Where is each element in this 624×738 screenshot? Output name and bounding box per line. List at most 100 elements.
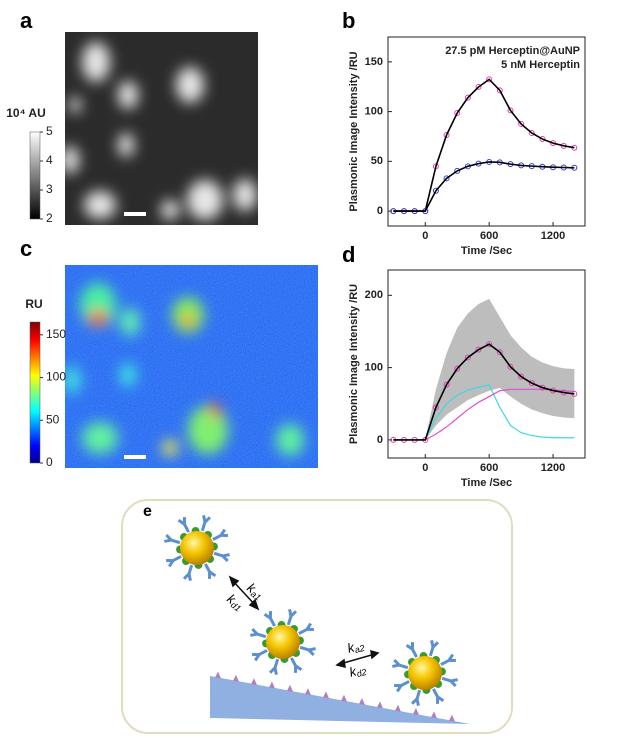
data-point	[475, 83, 482, 90]
colorbar-tick-label: 5	[46, 124, 53, 138]
sem-image-a	[65, 32, 258, 225]
antibody	[308, 647, 316, 652]
data-point	[464, 354, 471, 361]
data-point	[539, 136, 546, 143]
y-tick-label: 150	[365, 56, 383, 68]
x-tick-label: 1200	[541, 462, 565, 474]
colorbar-tick-label: 3	[46, 182, 53, 196]
colorbar-tick-label: 4	[46, 153, 53, 167]
data-point	[507, 363, 514, 370]
antibody	[258, 649, 268, 656]
rate-constant: kd2	[348, 661, 368, 681]
receptor	[431, 711, 437, 719]
antibody	[177, 519, 186, 526]
data-point	[486, 76, 493, 83]
x-tick-label: 600	[480, 462, 498, 474]
antibody	[415, 689, 422, 700]
panel-label: c	[20, 236, 32, 261]
antibody	[164, 538, 172, 543]
receptor	[305, 688, 311, 696]
antibody	[219, 528, 226, 537]
receptor	[413, 708, 419, 716]
antibody	[204, 563, 211, 573]
x-tick-label: 600	[480, 230, 498, 242]
data-point	[518, 120, 525, 127]
antibody	[396, 684, 403, 693]
data-point	[454, 109, 461, 116]
nanoparticle	[164, 515, 230, 581]
data-point	[528, 380, 535, 387]
data-point	[486, 341, 493, 348]
y-axis-label: Plasmonic Image Intensity /RU	[348, 51, 360, 211]
x-tick-label: 0	[422, 462, 428, 474]
antibody	[400, 680, 410, 687]
colorbar-title: RU	[25, 297, 42, 311]
plot-frame	[387, 269, 586, 459]
antibody	[441, 676, 452, 683]
gold-core	[180, 531, 214, 565]
receptor	[215, 671, 221, 679]
antibody	[273, 667, 278, 675]
x-axis-label: Time /Sec	[461, 477, 512, 489]
colorbar-title: 10⁴ AU	[6, 106, 46, 120]
colorbar-a	[29, 131, 41, 220]
receptor	[323, 691, 329, 699]
data-point	[507, 107, 514, 114]
antibody	[222, 553, 230, 558]
nanoparticle	[250, 609, 316, 675]
antibody	[200, 521, 207, 532]
data-point	[496, 349, 503, 356]
y-tick-label: 200	[365, 289, 383, 301]
series-line	[393, 343, 575, 441]
receptor	[449, 714, 455, 722]
antibody	[432, 688, 439, 698]
antibody	[405, 644, 414, 651]
x-tick-label: 1200	[541, 230, 565, 242]
antibody	[392, 663, 400, 668]
y-tick-label: 0	[377, 434, 383, 446]
colorbar-tick-label: 150	[46, 327, 66, 341]
y-tick-label: 100	[365, 362, 383, 374]
nanoparticle	[392, 640, 458, 706]
rate-constant: ka2	[346, 637, 366, 657]
colorbar-tick-label: 50	[46, 412, 60, 426]
sem-image-c	[65, 265, 318, 468]
antibody	[298, 628, 308, 635]
y-tick-label: 0	[377, 205, 383, 217]
antibody	[202, 515, 207, 523]
x-axis-label: Time /Sec	[461, 245, 512, 257]
receptor	[233, 674, 239, 682]
colorbar-tick-label: 2	[46, 211, 53, 225]
panel-label: b	[342, 8, 355, 33]
antibody	[208, 570, 217, 577]
antibody	[256, 632, 267, 639]
data-point	[443, 175, 450, 182]
data-point	[454, 167, 461, 174]
colorbar-tick-label: 100	[46, 370, 66, 384]
data-point	[464, 94, 471, 101]
x-tick-label: 0	[422, 230, 428, 242]
data-point	[454, 365, 461, 372]
y-axis-label: Plasmonic Image Intensity /RU	[348, 284, 360, 444]
receptor	[377, 701, 383, 709]
antibody	[183, 523, 190, 533]
antibody	[212, 534, 222, 541]
data-point	[432, 187, 439, 194]
antibody	[187, 573, 192, 581]
series-line	[393, 78, 575, 212]
antibody	[290, 657, 297, 667]
antibody	[254, 653, 261, 662]
legend-label: 27.5 pM Herceptin@AuNP	[445, 45, 580, 57]
data-point	[475, 346, 482, 353]
antibody	[415, 698, 420, 706]
antibody	[286, 615, 293, 626]
panel-label: d	[342, 242, 355, 267]
antibody	[436, 695, 445, 702]
antibody	[398, 663, 409, 670]
surface-receptors	[215, 671, 455, 722]
antibody	[170, 538, 181, 545]
panel-label: a	[20, 8, 33, 33]
receptor	[269, 681, 275, 689]
colorbar-c	[29, 321, 41, 464]
